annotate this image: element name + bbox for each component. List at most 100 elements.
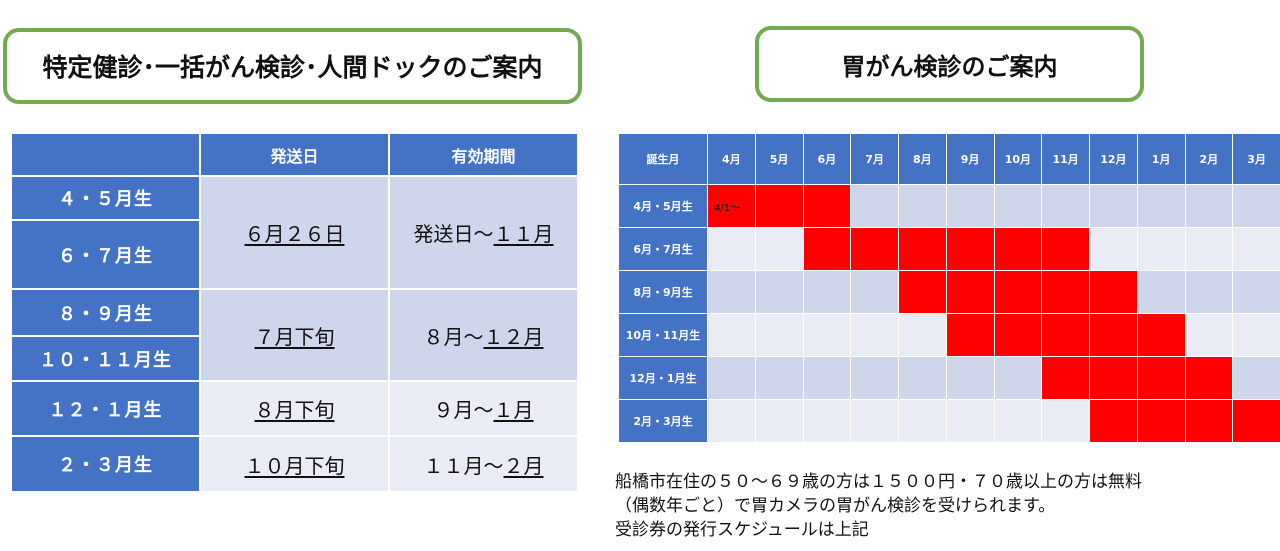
chart-cell: [851, 357, 898, 399]
chart-cell: [1233, 228, 1280, 270]
chart-cell-active: [899, 228, 946, 270]
period-end: １月: [493, 398, 534, 422]
chart-cell-active: [946, 271, 994, 313]
chart-cell-active: [1090, 400, 1137, 442]
period-start: ８月～: [423, 324, 484, 349]
chart-cell-active: [1042, 357, 1089, 399]
note-line: 船橋市在住の５０～６９歳の方は１５００円・７０歳以上の方は無料: [615, 472, 1142, 492]
send-date-value: ７月下旬: [254, 324, 335, 349]
chart-row-label: 10月・11月生: [619, 314, 707, 356]
chart-cell: [946, 185, 994, 227]
chart-cell: [803, 314, 851, 356]
chart-cell: [994, 185, 1042, 227]
chart-cell: [851, 314, 898, 356]
stomach-screening-chart: 誕生月 4月 5月 6月 7月 8月 9月 10月 11月 12月 1月 2月 3月 4月・5月生 4/1～…: [619, 134, 1280, 442]
chart-cell: [755, 271, 803, 313]
chart-month-header: 2月: [1185, 134, 1233, 184]
chart-cell: [1185, 185, 1233, 227]
chart-cell-active: [1090, 314, 1137, 356]
chart-row-label: 4月・5月生: [619, 185, 707, 227]
chart-cell: [1137, 185, 1185, 227]
schedule-valid-period: ８月～ １２月: [390, 290, 577, 380]
chart-cell-active: [994, 271, 1042, 313]
chart-cell: [1042, 185, 1089, 227]
chart-cell-active: [994, 314, 1042, 356]
chart-cell: [1137, 271, 1185, 313]
chart-row-label: 12月・1月生: [619, 357, 707, 399]
chart-month-header: 9月: [946, 134, 994, 184]
send-date-value: ８月下旬: [254, 398, 335, 422]
chart-month-header: 8月: [899, 134, 946, 184]
period-start: 発送日～: [413, 222, 494, 246]
chart-cell-active: [803, 228, 851, 270]
chart-month-header: 10月: [994, 134, 1042, 184]
chart-cell: [851, 271, 898, 313]
chart-cell: [1090, 185, 1137, 227]
chart-cell: [851, 185, 898, 227]
chart-cell: [899, 314, 946, 356]
schedule-header-valid-period: 有効期間: [390, 134, 577, 175]
chart-start-note: 4/1～: [708, 185, 755, 227]
chart-cell-active: [1042, 314, 1089, 356]
note-line: （偶数年ごと）で胃カメラの胃がん検診を受けられます。: [615, 496, 1056, 516]
chart-cell: [1090, 228, 1137, 270]
chart-corner-label: 誕生月: [619, 134, 707, 184]
chart-month-header: 11月: [1042, 134, 1089, 184]
schedule-group-label: ２・３月生: [12, 437, 199, 491]
schedule-group-label: １２・１月生: [12, 382, 199, 435]
chart-cell-active: [1233, 400, 1280, 442]
note-line: 受診券の発行スケジュールは上記: [615, 520, 869, 540]
chart-cell: [994, 357, 1042, 399]
chart-cell-active: [1137, 314, 1185, 356]
schedule-send-date: ８月下旬: [201, 382, 388, 435]
chart-cell: [708, 314, 755, 356]
period-end: １１月: [493, 222, 554, 246]
chart-cell-active: [803, 185, 851, 227]
chart-cell: [755, 357, 803, 399]
chart-cell: [708, 271, 755, 313]
chart-cell: [946, 357, 994, 399]
chart-cell: [1233, 185, 1280, 227]
schedule-group-label: １０・１１月生: [12, 337, 199, 380]
chart-cell-active: [1090, 271, 1137, 313]
title-banner-stomach: 胃がん検診のご案内: [755, 26, 1144, 102]
schedule-table: 発送日 有効期間 ４・５月生 ６・７月生 ８・９月生 １０・１１月生 １２・１月…: [12, 134, 577, 491]
chart-cell: [1233, 314, 1280, 356]
chart-month-header: 5月: [755, 134, 803, 184]
stomach-screening-note: 船橋市在住の５０～６９歳の方は１５００円・７０歳以上の方は無料 （偶数年ごと）で…: [615, 470, 1280, 542]
period-end: ２月: [503, 453, 544, 478]
chart-cell-active: [1042, 228, 1089, 270]
send-date-value: ６月２６日: [244, 222, 345, 246]
chart-cell: [899, 400, 946, 442]
chart-cell: [1042, 400, 1089, 442]
schedule-valid-period: 発送日～ １１月: [390, 177, 577, 288]
chart-cell: [1185, 314, 1233, 356]
schedule-group-label: ８・９月生: [12, 290, 199, 335]
chart-cell: [755, 400, 803, 442]
chart-cell: [994, 400, 1042, 442]
chart-month-header: 3月: [1233, 134, 1280, 184]
chart-row-label: 6月・7月生: [619, 228, 707, 270]
schedule-send-date: ７月下旬: [201, 290, 388, 380]
chart-month-header: 1月: [1137, 134, 1185, 184]
chart-cell-active: [1137, 357, 1185, 399]
chart-cell-active: [851, 228, 898, 270]
chart-cell-active: [755, 185, 803, 227]
chart-cell: [708, 357, 755, 399]
schedule-send-date: ６月２６日: [201, 177, 388, 288]
schedule-group-label: ６・７月生: [12, 221, 199, 288]
chart-cell: [1233, 357, 1280, 399]
chart-month-header: 6月: [803, 134, 851, 184]
chart-cell: [899, 357, 946, 399]
schedule-valid-period: ９月～ １月: [390, 382, 577, 435]
chart-cell: [755, 314, 803, 356]
chart-month-header: 4月: [708, 134, 755, 184]
chart-cell-active: [994, 228, 1042, 270]
chart-row-label: 8月・9月生: [619, 271, 707, 313]
chart-cell-active: [1185, 357, 1233, 399]
chart-cell: [1185, 271, 1233, 313]
chart-cell: [803, 271, 851, 313]
period-start: １１月～: [423, 453, 504, 478]
chart-cell: [803, 400, 851, 442]
chart-cell-active: [1137, 400, 1185, 442]
